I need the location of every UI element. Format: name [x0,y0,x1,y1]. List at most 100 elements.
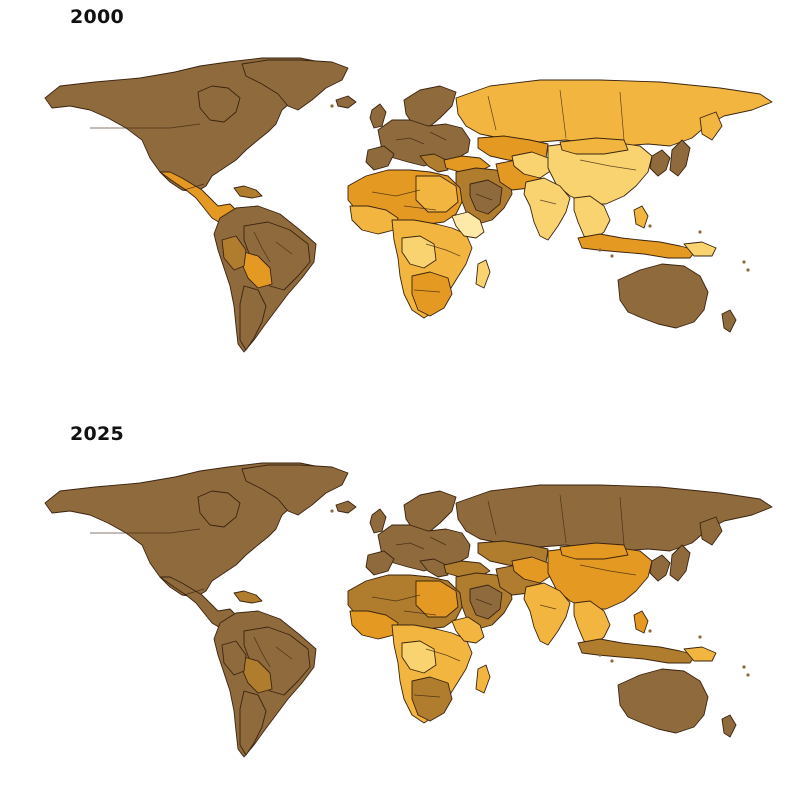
map-year-label: 2025 [70,423,125,445]
world-map-2025 [44,462,773,758]
region-australia [617,668,709,734]
country-border [275,241,293,255]
island-dot [698,635,702,639]
region-europe [377,119,471,167]
region-horn-africa [451,211,485,239]
country-border [253,636,271,668]
country-border [403,205,437,211]
map-panel-2025: 2025 [0,415,790,791]
island-dot [742,665,746,669]
map-regions [44,57,773,353]
map-regions [44,462,773,758]
country-border [425,648,461,662]
country-border [413,694,441,698]
country-border [429,131,447,141]
region-horn-africa [451,616,485,644]
world-map-2000 [44,57,773,353]
region-korea-japan [649,149,671,177]
country-border [475,598,493,606]
region-uk [369,508,387,534]
country-border [90,123,201,129]
region-hudson-bay [197,490,241,528]
country-border [487,95,497,131]
country-border [403,610,437,616]
region-japan [669,544,691,582]
country-border [253,231,271,263]
region-kamchatka [699,111,723,141]
region-greenland [241,464,349,516]
island-dot [610,659,614,663]
region-mongolia [559,542,629,560]
region-italy-balkans [419,153,449,173]
region-europe [377,524,471,572]
region-iceland [335,95,357,109]
region-sahara-east [415,580,459,618]
country-border [475,193,493,201]
island-dot [610,254,614,258]
region-iberia [365,145,395,171]
region-indonesia [577,233,697,259]
island-dot [742,260,746,264]
region-southern-africa [411,271,453,317]
region-png [683,646,717,662]
region-argentina [239,690,267,756]
island-dot [598,248,602,252]
island-dot [746,268,750,272]
region-hudson-bay [197,85,241,123]
region-new-zealand [721,714,737,738]
country-border [90,528,201,534]
country-border [395,137,425,145]
map-panel-2000: 2000 [0,0,790,395]
island-dot [330,509,334,513]
region-new-zealand [721,309,737,333]
island-dot [698,230,702,234]
region-peru [221,235,247,271]
country-border [183,183,205,191]
region-saudi [469,179,503,215]
country-border [579,159,637,171]
region-peru [221,640,247,676]
region-iceland [335,500,357,514]
country-border [395,542,425,550]
region-argentina [239,285,267,351]
region-caribbean [233,185,263,199]
country-border [619,496,625,546]
region-central-asia [511,556,553,584]
island-dot [58,90,62,94]
country-border [275,646,293,660]
region-indonesia [577,638,697,664]
country-border [371,594,421,602]
country-border [429,536,447,546]
map-year-label: 2000 [70,6,125,28]
island-dot [70,94,74,98]
region-australia [617,263,709,329]
country-border [183,588,205,596]
region-greenland [241,59,349,111]
region-southern-africa [411,676,453,722]
country-border [559,494,567,544]
country-border [487,500,497,536]
country-border [539,604,557,610]
region-congo [401,640,437,674]
region-congo [401,235,437,269]
island-dot [746,673,750,677]
country-border [413,289,441,293]
region-iberia [365,550,395,576]
country-border [371,189,421,197]
island-dot [648,629,652,633]
region-kamchatka [699,516,723,546]
region-saudi [469,584,503,620]
region-india [523,582,571,646]
region-japan [669,139,691,177]
region-central-asia [511,151,553,179]
region-india [523,177,571,241]
region-caribbean [233,590,263,604]
region-korea-japan [649,554,671,582]
island-dot [648,224,652,228]
island-dot [70,499,74,503]
country-border [619,91,625,141]
region-philippines [633,610,649,634]
region-madagascar [475,664,491,694]
country-border [579,564,637,576]
region-uk [369,103,387,129]
